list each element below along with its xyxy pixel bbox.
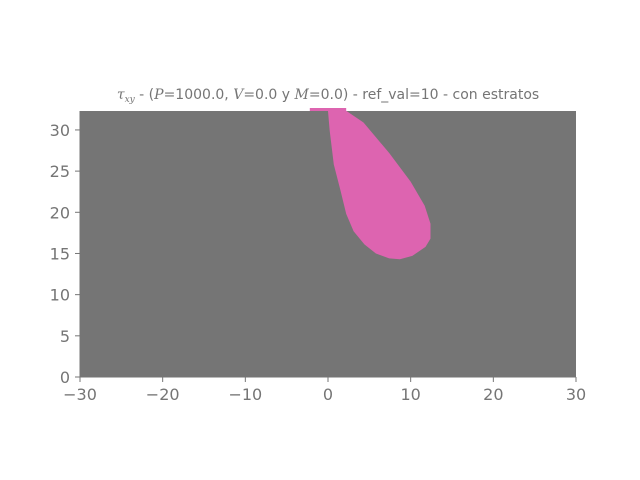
x-tick-label: 10 [400, 385, 420, 404]
x-tick-label: −20 [146, 385, 180, 404]
y-tick-label: 20 [50, 203, 70, 222]
title-tau-subscript: xy [125, 95, 136, 105]
x-tick-label: 20 [483, 385, 503, 404]
x-tick-label: 30 [566, 385, 586, 404]
title-v-symbol: V [233, 87, 245, 103]
y-tick-label: 10 [50, 286, 70, 305]
title-part-1: - ( [135, 87, 154, 103]
axes: −30 −20 −10 0 10 20 30 0 5 10 15 20 25 30 [50, 111, 586, 404]
title-part-3: =0.0 y [243, 87, 294, 103]
y-tick-label: 25 [50, 162, 70, 181]
y-tick-label: 5 [60, 327, 70, 346]
y-tick-label: 0 [60, 368, 70, 387]
title-tau-symbol: τ [117, 87, 125, 103]
x-tick-label: −30 [63, 385, 97, 404]
highlight-region [328, 108, 431, 260]
title-p-symbol: P [153, 87, 164, 103]
chart-title: τxy - (P=1000.0, V=0.0 y M=0.0) - ref_va… [117, 87, 539, 105]
x-tick-label: −10 [228, 385, 262, 404]
y-tick-label: 15 [50, 244, 70, 263]
title-m-symbol: M [294, 87, 310, 103]
background-region [80, 111, 576, 377]
title-part-4: =0.0) - ref_val=10 - con estratos [309, 87, 539, 103]
y-tick-label: 30 [50, 121, 70, 140]
x-tick-label: 0 [323, 385, 333, 404]
plot-area [80, 108, 576, 377]
title-part-2: =1000.0, [164, 87, 234, 103]
